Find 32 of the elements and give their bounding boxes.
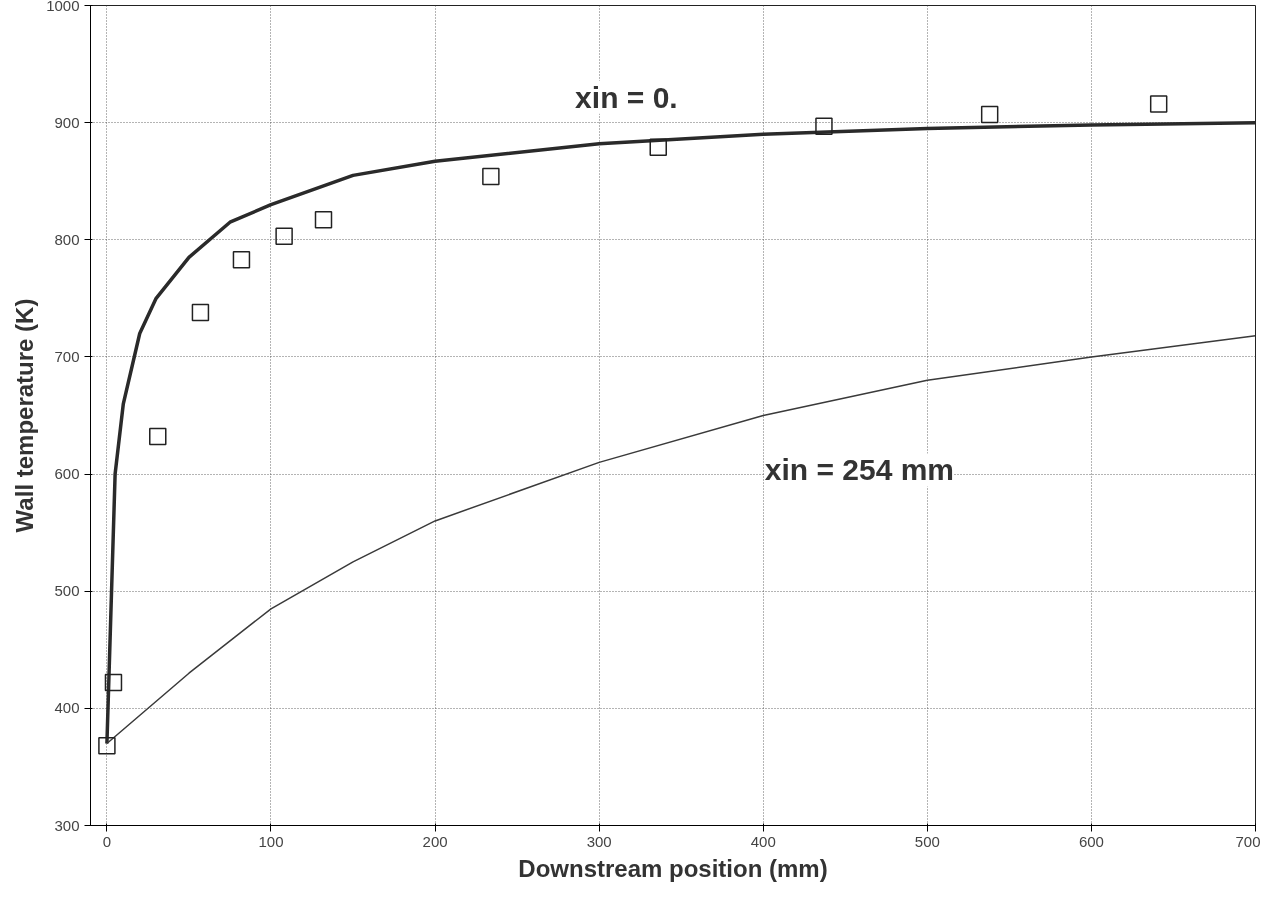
x-axis-title: Downstream position (mm) — [518, 854, 828, 882]
x-tick-label: 600 — [1078, 832, 1104, 850]
y-tick-label: 700 — [54, 347, 80, 365]
point — [191, 303, 210, 322]
x-tick-label: 400 — [750, 832, 776, 850]
y-axis-title: Wall temperature (K) — [11, 298, 39, 533]
point — [980, 105, 999, 124]
x-tick-label: 500 — [914, 832, 940, 850]
y-tick-label: 500 — [54, 582, 80, 600]
x-tick-label: 100 — [258, 832, 284, 850]
point — [104, 673, 123, 692]
y-tick-label: 600 — [54, 465, 80, 483]
y-tick-label: 400 — [54, 699, 80, 717]
y-tick-label: 800 — [54, 230, 80, 248]
point — [275, 227, 293, 246]
y-tick-label: 1000 — [46, 0, 80, 14]
x-tick-label: 700 — [1235, 832, 1261, 850]
point — [98, 737, 116, 755]
point — [1149, 95, 1168, 113]
x-tick-label: 300 — [586, 832, 612, 850]
point — [815, 117, 833, 135]
point — [232, 250, 251, 269]
point — [149, 427, 167, 446]
point — [482, 167, 500, 186]
x-tick-label: 200 — [422, 832, 448, 850]
point — [314, 211, 333, 229]
series-label: xin = 254 mm — [764, 453, 955, 487]
y-tick-label: 300 — [54, 816, 80, 834]
series-label: xin = 0. — [575, 80, 678, 114]
y-tick-label: 900 — [54, 113, 80, 131]
point — [649, 138, 667, 156]
x-tick-label: 0 — [102, 832, 112, 850]
